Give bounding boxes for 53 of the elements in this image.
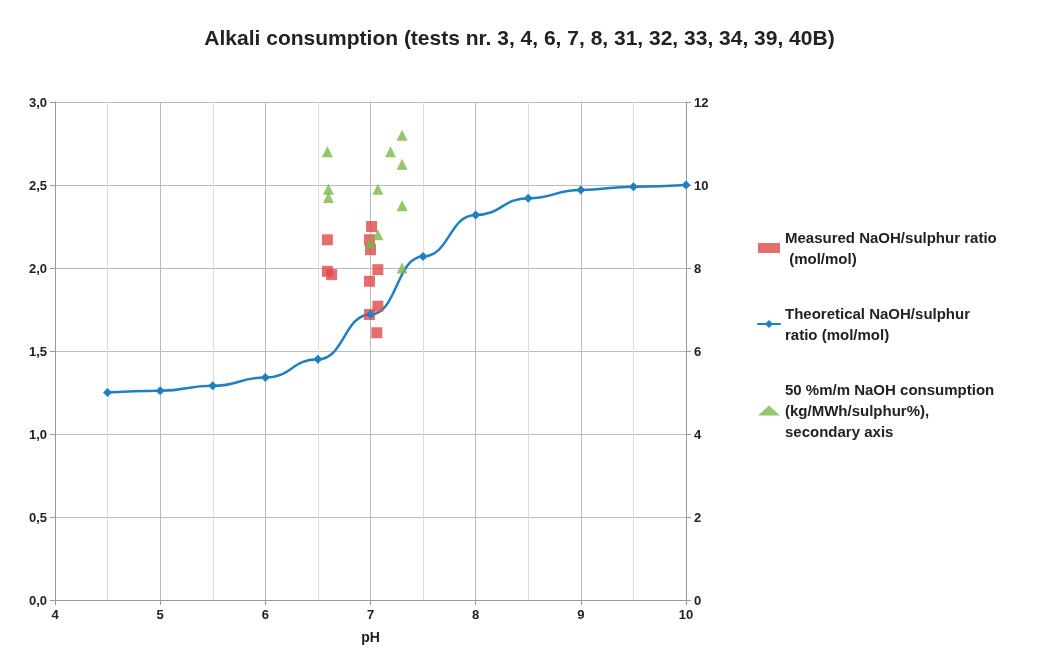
y-tick-label: 2,5 xyxy=(28,177,47,193)
point xyxy=(372,264,384,276)
x-tick-label: 6 xyxy=(261,607,269,622)
point xyxy=(396,129,408,141)
y-tick-label: 0,0 xyxy=(28,592,47,608)
y-tick-label: 2,0 xyxy=(28,260,47,276)
point xyxy=(103,388,113,397)
point xyxy=(372,300,384,312)
point xyxy=(260,373,270,383)
point xyxy=(628,182,638,192)
x-tick-label: 9 xyxy=(577,607,585,622)
point xyxy=(313,354,323,364)
point xyxy=(681,180,691,190)
y2-tick-label: 6 xyxy=(694,343,702,359)
y-tick-label: 1,0 xyxy=(28,426,47,442)
y-tick-label: 0,5 xyxy=(28,509,47,525)
point xyxy=(396,262,408,274)
point xyxy=(155,386,165,396)
point xyxy=(418,251,428,261)
x-axis-title: pH xyxy=(361,629,380,645)
y2-tick-label: 2 xyxy=(694,509,702,525)
legend-label: Theoretical NaOH/sulphur ratio (mol/mol) xyxy=(785,305,975,343)
point xyxy=(363,275,375,287)
point xyxy=(322,183,334,195)
x-tick-label: 10 xyxy=(678,607,694,622)
point xyxy=(372,183,384,195)
y-tick-label: 3,0 xyxy=(28,94,47,110)
y2-tick-label: 8 xyxy=(694,260,702,276)
x-tick-label: 5 xyxy=(156,607,164,622)
point xyxy=(523,193,533,203)
point xyxy=(326,269,338,281)
y2-tick-label: 0 xyxy=(694,592,702,608)
point xyxy=(372,229,384,241)
point xyxy=(321,146,333,158)
point xyxy=(322,191,334,203)
point xyxy=(396,158,408,170)
x-tick-label: 7 xyxy=(366,607,375,622)
x-tick-label: 8 xyxy=(472,607,480,622)
x-tick-label: 4 xyxy=(51,607,60,622)
point xyxy=(366,221,378,232)
y2-tick-label: 10 xyxy=(694,177,709,193)
point xyxy=(576,185,586,195)
point xyxy=(396,200,408,212)
chart-title: Alkali consumption (tests nr. 3, 4, 6, 7, 8, 31, 32, 33, 34, 39, 40B) xyxy=(204,26,835,49)
legend-label: 50 %m/m NaOH consumption (kg/MWh/sulphur%), secondary axis xyxy=(785,381,999,440)
y-tick-label: 1,5 xyxy=(28,343,47,359)
legend-label: Measured NaOH/sulphur ratio (mol/mol) xyxy=(785,229,997,267)
point xyxy=(371,327,383,339)
point xyxy=(321,234,333,246)
y2-tick-label: 4 xyxy=(694,426,702,442)
point xyxy=(208,381,218,391)
point xyxy=(384,146,396,158)
y2-tick-label: 12 xyxy=(694,94,709,110)
